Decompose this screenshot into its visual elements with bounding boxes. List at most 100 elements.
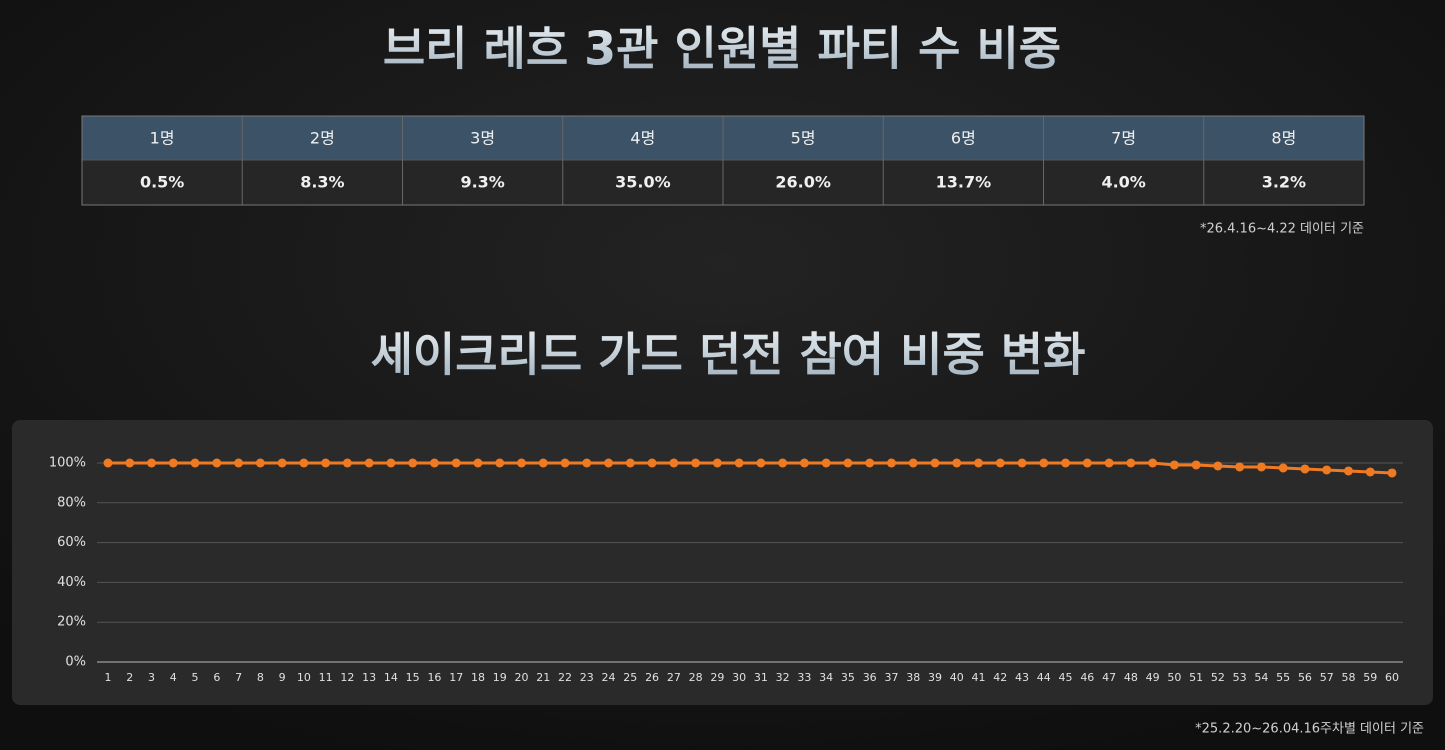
x-tick-label: 22 [558, 671, 572, 684]
data-point [1235, 462, 1245, 472]
x-tick-label: 40 [950, 671, 964, 684]
x-tick-label: 29 [710, 671, 724, 684]
x-tick-label: 49 [1146, 671, 1160, 684]
x-tick-label: 54 [1254, 671, 1268, 684]
data-point [1365, 467, 1375, 477]
data-point [255, 458, 265, 468]
x-tick-label: 35 [841, 671, 855, 684]
page-title: 브리 레흐 3관 인원별 파티 수 비중 [383, 22, 1061, 76]
data-point [538, 458, 548, 468]
x-tick-label: 44 [1037, 671, 1051, 684]
data-point [277, 458, 287, 468]
x-tick-label: 37 [884, 671, 898, 684]
data-point [1213, 461, 1223, 471]
x-tick-label: 52 [1211, 671, 1225, 684]
table-header-cell: 4명 [630, 129, 655, 148]
table-cell: 9.3% [460, 173, 504, 192]
table-cell: 35.0% [615, 173, 671, 192]
data-point [582, 458, 592, 468]
x-tick-label: 38 [906, 671, 920, 684]
x-tick-label: 3 [148, 671, 155, 684]
data-point [1104, 458, 1114, 468]
data-point [865, 458, 875, 468]
x-tick-label: 13 [362, 671, 376, 684]
x-tick-label: 45 [1059, 671, 1073, 684]
x-tick-label: 32 [776, 671, 790, 684]
table-header-cell: 7명 [1111, 129, 1136, 148]
data-point [342, 458, 352, 468]
data-point [1343, 466, 1353, 476]
table-header-cell: 5명 [791, 129, 816, 148]
table-header-cell: 1명 [150, 129, 175, 148]
data-point [429, 458, 439, 468]
data-point [1061, 458, 1071, 468]
data-point [234, 458, 244, 468]
data-point [364, 458, 374, 468]
data-point [1126, 458, 1136, 468]
data-point [886, 458, 896, 468]
data-point [930, 458, 940, 468]
data-point [691, 458, 701, 468]
x-tick-label: 42 [993, 671, 1007, 684]
data-point [669, 458, 679, 468]
data-point [1278, 463, 1288, 473]
table-header-cell: 3명 [470, 129, 495, 148]
data-point [190, 458, 200, 468]
x-tick-label: 4 [170, 671, 177, 684]
table-note: *26.4.16~4.22 데이터 기준 [1200, 222, 1364, 237]
data-point [212, 458, 222, 468]
x-tick-label: 16 [427, 671, 441, 684]
chart-note: *25.2.20~26.04.16주차별 데이터 기준 [1195, 722, 1424, 737]
x-tick-label: 43 [1015, 671, 1029, 684]
data-point [1387, 468, 1397, 478]
x-tick-label: 6 [213, 671, 220, 684]
table-cell: 8.3% [300, 173, 344, 192]
x-tick-label: 30 [732, 671, 746, 684]
x-tick-label: 12 [340, 671, 354, 684]
data-point [1017, 458, 1027, 468]
x-tick-label: 14 [384, 671, 398, 684]
x-tick-label: 1 [105, 671, 112, 684]
x-tick-label: 9 [279, 671, 286, 684]
x-tick-label: 2 [126, 671, 133, 684]
x-tick-label: 21 [536, 671, 550, 684]
chart-panel [12, 420, 1433, 705]
x-tick-label: 7 [235, 671, 242, 684]
x-tick-label: 56 [1298, 671, 1312, 684]
x-tick-label: 39 [928, 671, 942, 684]
data-point [756, 458, 766, 468]
table-header-cell: 6명 [951, 129, 976, 148]
data-point [560, 458, 570, 468]
x-tick-label: 15 [406, 671, 420, 684]
data-point [908, 458, 918, 468]
data-point [799, 458, 809, 468]
data-point [625, 458, 635, 468]
x-tick-label: 11 [319, 671, 333, 684]
data-point [1039, 458, 1049, 468]
x-tick-label: 25 [623, 671, 637, 684]
data-point [516, 458, 526, 468]
table-cell: 4.0% [1101, 173, 1145, 192]
x-tick-label: 50 [1167, 671, 1181, 684]
data-point [1322, 465, 1332, 475]
x-tick-label: 55 [1276, 671, 1290, 684]
x-tick-label: 48 [1124, 671, 1138, 684]
table-cell: 0.5% [140, 173, 184, 192]
y-tick-label: 100% [49, 456, 86, 471]
x-tick-label: 23 [580, 671, 594, 684]
data-point [321, 458, 331, 468]
table-header-cell: 8명 [1271, 129, 1296, 148]
data-point [473, 458, 483, 468]
data-point [734, 458, 744, 468]
data-point [821, 458, 831, 468]
data-point [103, 458, 113, 468]
chart-title: 세이크리드 가드 던전 참여 비중 변화 [371, 328, 1086, 382]
x-tick-label: 53 [1233, 671, 1247, 684]
data-point [843, 458, 853, 468]
x-tick-label: 41 [972, 671, 986, 684]
data-point [1300, 464, 1310, 474]
data-point [168, 458, 178, 468]
x-tick-label: 26 [645, 671, 659, 684]
